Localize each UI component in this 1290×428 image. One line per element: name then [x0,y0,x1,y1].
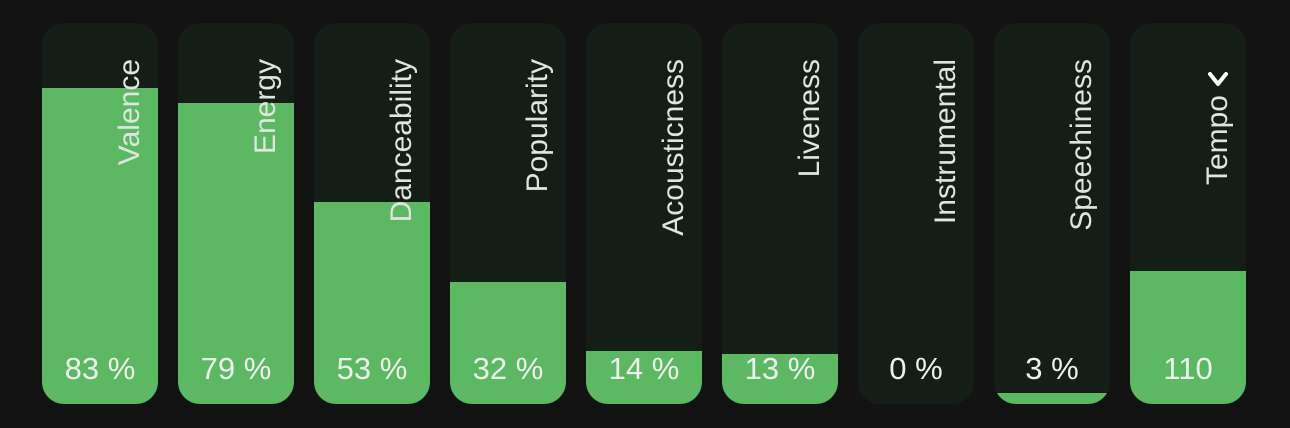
feature-value: 13 % [744,351,816,386]
feature-bar-liveness[interactable]: Liveness 13 % [722,23,838,404]
feature-value: 83 % [64,351,136,386]
feature-value: 14 % [608,351,680,386]
feature-bar-popularity[interactable]: Popularity 32 % [450,23,566,404]
feature-fill [314,202,430,404]
feature-value: 53 % [336,351,408,386]
audio-features-panel: Valence 83 % Energy 79 % Danceability 53… [42,23,1246,404]
feature-fill [586,350,702,404]
feature-bar-valence[interactable]: Valence 83 % [42,23,158,404]
feature-label: Speechiness [1065,59,1098,231]
feature-bar-energy[interactable]: Energy 79 % [178,23,294,404]
feature-fill [450,282,566,404]
feature-label: Popularity [521,59,554,193]
feature-bar-danceability[interactable]: Danceability 53 % [314,23,430,404]
feature-label: Acousticness [657,59,690,236]
feature-label: Danceability [385,59,418,223]
feature-bar-instrumental[interactable]: Instrumental 0 % [858,23,974,404]
feature-fill [722,354,838,404]
feature-label: Tempo [1201,59,1234,185]
feature-value: 110 [1163,351,1213,386]
feature-fill [42,87,158,404]
feature-label: Valence [113,59,146,166]
feature-value: 79 % [200,351,272,386]
feature-value: 0 % [889,351,943,386]
feature-bar-acousticness[interactable]: Acousticness 14 % [586,23,702,404]
feature-label: Instrumental [929,59,962,225]
feature-label: Energy [249,59,282,155]
feature-value: 32 % [472,351,544,386]
feature-label: Liveness [793,59,826,178]
feature-bar-speechiness[interactable]: Speechiness 3 % [994,23,1110,404]
chevron-down-icon[interactable] [1203,65,1233,95]
feature-fill [178,103,294,404]
feature-fill [994,392,1110,404]
feature-value: 3 % [1025,351,1079,386]
feature-bar-tempo[interactable]: Tempo 110 [1130,23,1246,404]
feature-fill [1130,270,1246,404]
